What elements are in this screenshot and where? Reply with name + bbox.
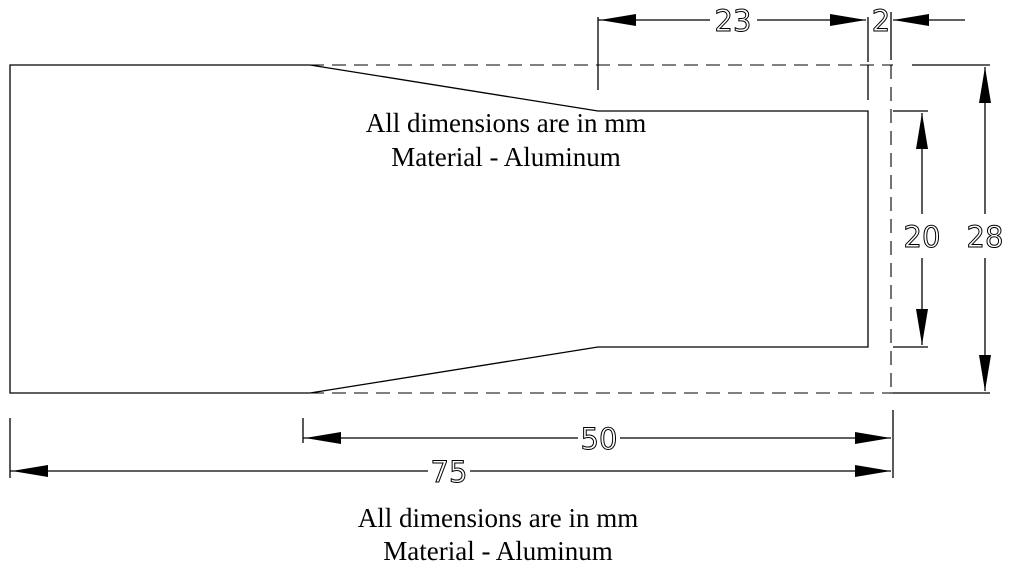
dim-20-arrow-top — [916, 113, 928, 149]
note-units-bottom: All dimensions are in mm — [358, 503, 638, 533]
dim-23-arrow-right — [830, 14, 866, 26]
dim-75-label: 75 — [431, 455, 468, 489]
dim-75-arrow-right — [855, 465, 891, 477]
dim-50-label: 50 — [581, 422, 618, 456]
dim-23-arrow-left — [600, 14, 636, 26]
dim-2-label: 2 — [872, 4, 890, 38]
dim-50-arrow-right — [855, 432, 891, 444]
dim-75-arrow-left — [12, 465, 48, 477]
dim-20-label: 20 — [904, 220, 941, 254]
dim-28-label: 28 — [967, 220, 1004, 254]
dim-28-arrow-top — [979, 67, 991, 103]
dim-20-arrow-bottom — [916, 309, 928, 345]
note-material-inner: Material - Aluminum — [391, 142, 620, 172]
dim-28-arrow-bottom — [979, 355, 991, 391]
dim-50-arrow-left — [305, 432, 341, 444]
note-material-bottom: Material - Aluminum — [383, 536, 612, 566]
dim-2-arrow — [893, 14, 929, 26]
dim-23-label: 23 — [715, 4, 752, 38]
part-outline — [9, 64, 869, 394]
note-units-inner: All dimensions are in mm — [366, 108, 646, 138]
